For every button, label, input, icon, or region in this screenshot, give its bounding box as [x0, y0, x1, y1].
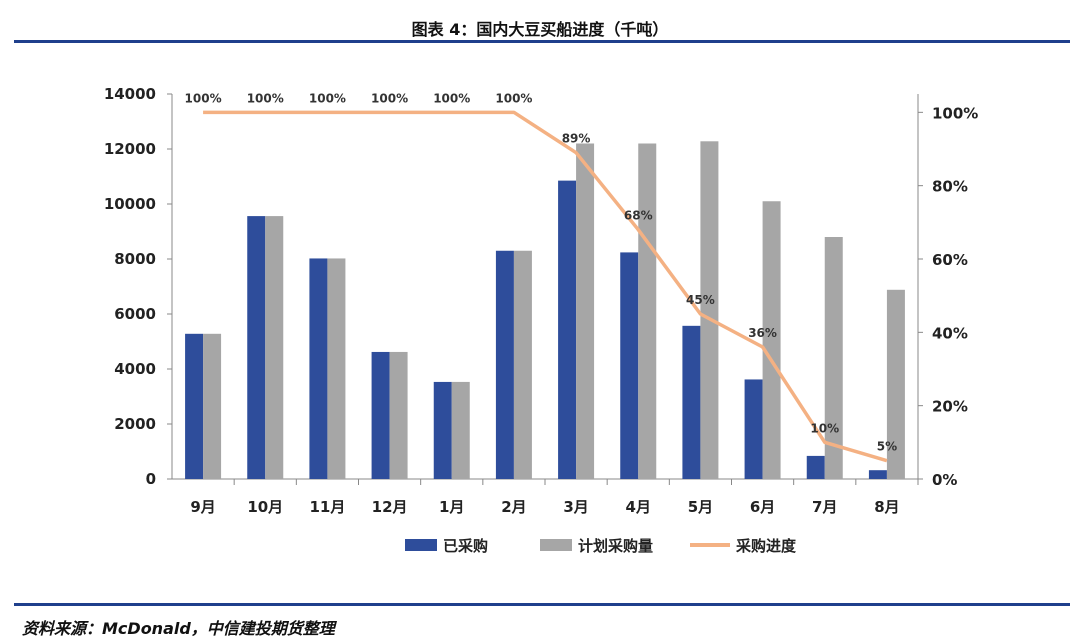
- left-tick-label: 6000: [114, 305, 156, 323]
- chart-title: 图表 4：国内大豆买船进度（千吨）: [411, 20, 669, 39]
- legend-label: 已采购: [443, 537, 488, 555]
- progress-data-label: 100%: [185, 91, 222, 105]
- bar-purchased: [185, 333, 204, 479]
- top-divider: [14, 40, 1070, 43]
- progress-data-label: 89%: [562, 132, 591, 146]
- progress-data-label: 68%: [624, 209, 653, 223]
- x-tick-label: 2月: [501, 498, 526, 516]
- bottom-divider: [14, 603, 1070, 606]
- bar-planned: [638, 143, 657, 479]
- progress-data-label: 100%: [495, 91, 532, 105]
- bar-purchased: [620, 252, 639, 479]
- progress-data-label: 100%: [371, 91, 408, 105]
- bar-planned: [203, 333, 222, 479]
- progress-data-label: 10%: [810, 421, 839, 435]
- right-tick-label: 100%: [932, 104, 978, 122]
- progress-data-label: 36%: [748, 326, 777, 340]
- legend-label: 采购进度: [735, 537, 797, 555]
- bar-purchased: [744, 379, 763, 479]
- bar-purchased: [247, 216, 266, 479]
- x-tick-label: 3月: [563, 498, 588, 516]
- left-tick-label: 12000: [104, 140, 156, 158]
- progress-data-label: 100%: [247, 91, 284, 105]
- progress-data-label: 100%: [309, 91, 346, 105]
- x-tick-label: 11月: [309, 498, 345, 516]
- left-tick-label: 0: [146, 470, 156, 488]
- progress-data-label: 5%: [877, 440, 897, 454]
- bar-planned: [700, 141, 719, 480]
- legend-swatch: [405, 539, 437, 551]
- progress-line: [203, 110, 888, 463]
- legend-label: 计划采购量: [578, 537, 653, 555]
- bar-planned: [513, 250, 532, 479]
- bar-planned: [327, 258, 346, 479]
- right-tick-label: 40%: [932, 324, 968, 342]
- bar-purchased: [495, 250, 514, 479]
- x-tick-label: 10月: [247, 498, 283, 516]
- bar-purchased: [433, 381, 452, 479]
- bar-planned: [886, 289, 905, 479]
- left-tick-label: 4000: [114, 360, 156, 378]
- bar-planned: [762, 201, 781, 479]
- left-tick-label: 10000: [104, 195, 156, 213]
- bar-purchased: [558, 180, 577, 479]
- x-tick-label: 8月: [874, 498, 899, 516]
- bar-purchased: [371, 351, 390, 479]
- bar-purchased: [868, 470, 887, 479]
- bar-planned: [824, 237, 843, 479]
- bar-planned: [451, 381, 470, 479]
- legend-swatch: [540, 539, 572, 551]
- right-tick-label: 0%: [932, 471, 957, 489]
- bar-purchased: [682, 325, 701, 479]
- bar-purchased: [309, 258, 328, 479]
- x-tick-label: 7月: [812, 498, 837, 516]
- source-note: 资料来源：McDonald，中信建投期货整理: [22, 619, 335, 638]
- chart: 0 2000 4000 6000 8000 10000 12000 14000 0% 20% 40%…: [104, 85, 979, 555]
- x-tick-label: 5月: [688, 498, 713, 516]
- right-tick-label: 60%: [932, 251, 968, 269]
- bar-planned: [389, 351, 408, 479]
- progress-data-label: 45%: [686, 293, 715, 307]
- left-tick-label: 2000: [114, 415, 156, 433]
- progress-data-label: 100%: [433, 91, 470, 105]
- x-tick-label: 12月: [372, 498, 408, 516]
- right-tick-label: 20%: [932, 398, 968, 416]
- right-tick-label: 80%: [932, 178, 968, 196]
- bar-planned: [265, 216, 284, 479]
- x-tick-label: 9月: [190, 498, 215, 516]
- x-tick-label: 6月: [750, 498, 775, 516]
- left-tick-label: 14000: [104, 85, 156, 103]
- left-tick-label: 8000: [114, 250, 156, 268]
- bar-purchased: [806, 455, 825, 479]
- bar-planned: [576, 143, 595, 479]
- x-tick-label: 4月: [626, 498, 651, 516]
- x-tick-label: 1月: [439, 498, 464, 516]
